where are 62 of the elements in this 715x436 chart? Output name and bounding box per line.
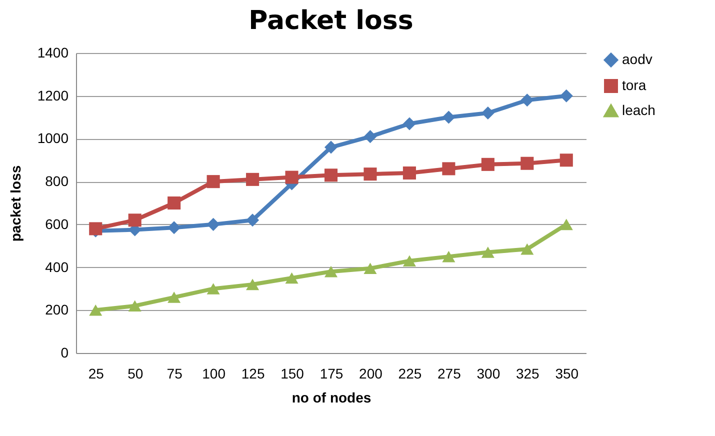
point [481,246,494,258]
y-tick-label: 800 [45,173,69,190]
x-tick-label: 25 [88,366,104,382]
point [364,130,377,144]
legend-label: aodv [622,51,652,67]
point [285,170,298,184]
y-tick-label: 600 [45,216,69,232]
point [89,304,102,316]
x-tick-label: 325 [516,366,540,382]
point [560,218,573,230]
x-tick-label: 275 [438,366,462,382]
point [168,221,181,234]
point [481,158,494,171]
x-tick-label: 225 [398,366,422,382]
point [128,214,142,227]
y-tick-label: 1200 [37,87,69,104]
x-tick-label: 200 [359,366,383,382]
x-tick-label: 350 [555,366,579,382]
point [206,175,220,188]
point [168,196,181,210]
legend-label: leach [622,102,656,118]
x-tick-label: 300 [476,366,500,382]
point [481,106,494,120]
point [402,117,416,130]
point [364,262,377,274]
x-tick-label: 100 [202,366,226,382]
point [520,243,534,255]
point [246,172,260,186]
point [364,168,377,181]
point [206,283,220,294]
y-tick-label: 1000 [37,130,69,146]
y-axis-title: packet loss [7,165,24,242]
point [285,272,298,284]
x-tick-label: 150 [280,366,304,382]
point [324,266,338,278]
x-tick-label: 50 [128,366,144,382]
y-tick-label: 1400 [37,44,69,60]
point [402,166,416,180]
x-tick-label: 125 [241,366,265,382]
point [560,89,573,102]
point [324,140,338,154]
point [246,214,260,227]
point [324,168,338,182]
point [520,94,534,107]
x-tick-label: 175 [320,366,344,382]
y-tick-label: 400 [45,258,69,275]
x-axis-title: no of nodes [292,390,372,406]
point [168,292,181,303]
point [560,154,573,167]
point [128,300,142,312]
y-tick-label: 200 [45,302,69,318]
x-tick-label: 75 [166,366,183,382]
chart-title: Packet loss [248,6,414,36]
point [246,278,260,290]
point [520,156,534,170]
legend-label: tora [622,77,646,93]
point [442,162,456,176]
point [206,218,220,231]
point [402,255,416,267]
point [442,110,456,124]
y-tick-label: 0 [60,344,69,360]
point [442,250,456,262]
